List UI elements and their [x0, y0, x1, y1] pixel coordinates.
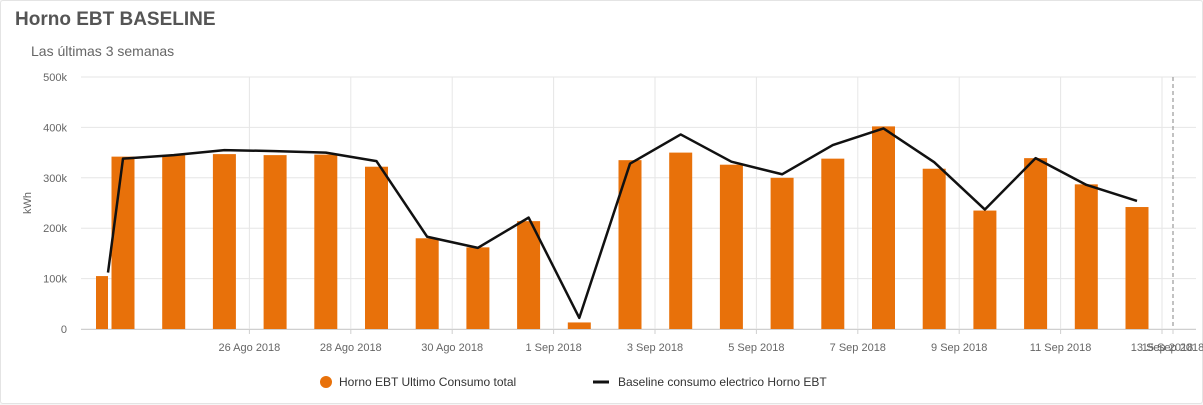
- y-tick-label: 200k: [43, 223, 67, 235]
- y-tick-label: 400k: [43, 122, 67, 134]
- x-axis: 26 Ago 2018 28 Ago 2018 30 Ago 2018 1 Sep 2…: [81, 329, 1203, 354]
- bar[interactable]: [212, 154, 236, 329]
- bar[interactable]: [567, 322, 591, 329]
- x-tick-label: 13 Sep 2018: [1131, 342, 1193, 354]
- bar[interactable]: [415, 238, 439, 329]
- y-tick-label: 100k: [43, 274, 67, 286]
- bar[interactable]: [314, 154, 338, 329]
- bar[interactable]: [922, 168, 946, 329]
- bar[interactable]: [618, 160, 642, 329]
- legend-bars-label: Horno EBT Ultimo Consumo total: [339, 375, 516, 389]
- legend: Horno EBT Ultimo Consumo total Baseline …: [320, 375, 827, 389]
- bar[interactable]: [162, 155, 186, 329]
- bar[interactable]: [1024, 158, 1048, 329]
- bar[interactable]: [770, 177, 794, 329]
- x-tick-label: 5 Sep 2018: [728, 342, 784, 354]
- y-tick-label: 0: [61, 324, 67, 336]
- bar[interactable]: [973, 210, 997, 329]
- x-tick-label: 9 Sep 2018: [931, 342, 987, 354]
- x-tick-label: 7 Sep 2018: [830, 342, 886, 354]
- bar[interactable]: [517, 221, 541, 329]
- y-axis-label: kWh: [22, 192, 34, 214]
- y-axis: 0 100k 200k 300k 400k 500k: [43, 72, 67, 336]
- x-tick-label: 3 Sep 2018: [627, 342, 683, 354]
- y-tick-label: 500k: [43, 72, 67, 84]
- line-series[interactable]: [106, 127, 1138, 320]
- y-tick-label: 300k: [43, 173, 67, 185]
- bar[interactable]: [719, 164, 743, 329]
- x-tick-label: 28 Ago 2018: [320, 342, 382, 354]
- bar[interactable]: [1074, 184, 1098, 329]
- bar-series[interactable]: [96, 126, 1149, 329]
- legend-item-bars[interactable]: Horno EBT Ultimo Consumo total: [320, 375, 516, 389]
- bar[interactable]: [111, 156, 135, 329]
- x-tick-label: 11 Sep 2018: [1030, 342, 1092, 354]
- bar[interactable]: [263, 155, 287, 329]
- x-tick-label: 1 Sep 2018: [525, 342, 581, 354]
- x-tick-label: 26 Ago 2018: [219, 342, 281, 354]
- baseline-line[interactable]: [106, 127, 1138, 320]
- chart-subtitle: Las últimas 3 semanas: [31, 43, 175, 59]
- legend-item-line[interactable]: Baseline consumo electrico Horno EBT: [593, 375, 827, 389]
- bar[interactable]: [466, 247, 490, 329]
- chart-title: Horno EBT BASELINE: [15, 9, 216, 30]
- legend-bars-swatch: [320, 376, 332, 388]
- bar[interactable]: [365, 166, 388, 329]
- bar[interactable]: [96, 276, 108, 329]
- legend-line-label: Baseline consumo electrico Horno EBT: [618, 375, 827, 389]
- bar[interactable]: [872, 126, 895, 329]
- x-tick-label: 15 Sep 2018: [1142, 342, 1203, 354]
- bar[interactable]: [669, 152, 693, 329]
- bar[interactable]: [821, 158, 845, 329]
- bar[interactable]: [1125, 207, 1149, 329]
- x-tick-label: 30 Ago 2018: [421, 342, 483, 354]
